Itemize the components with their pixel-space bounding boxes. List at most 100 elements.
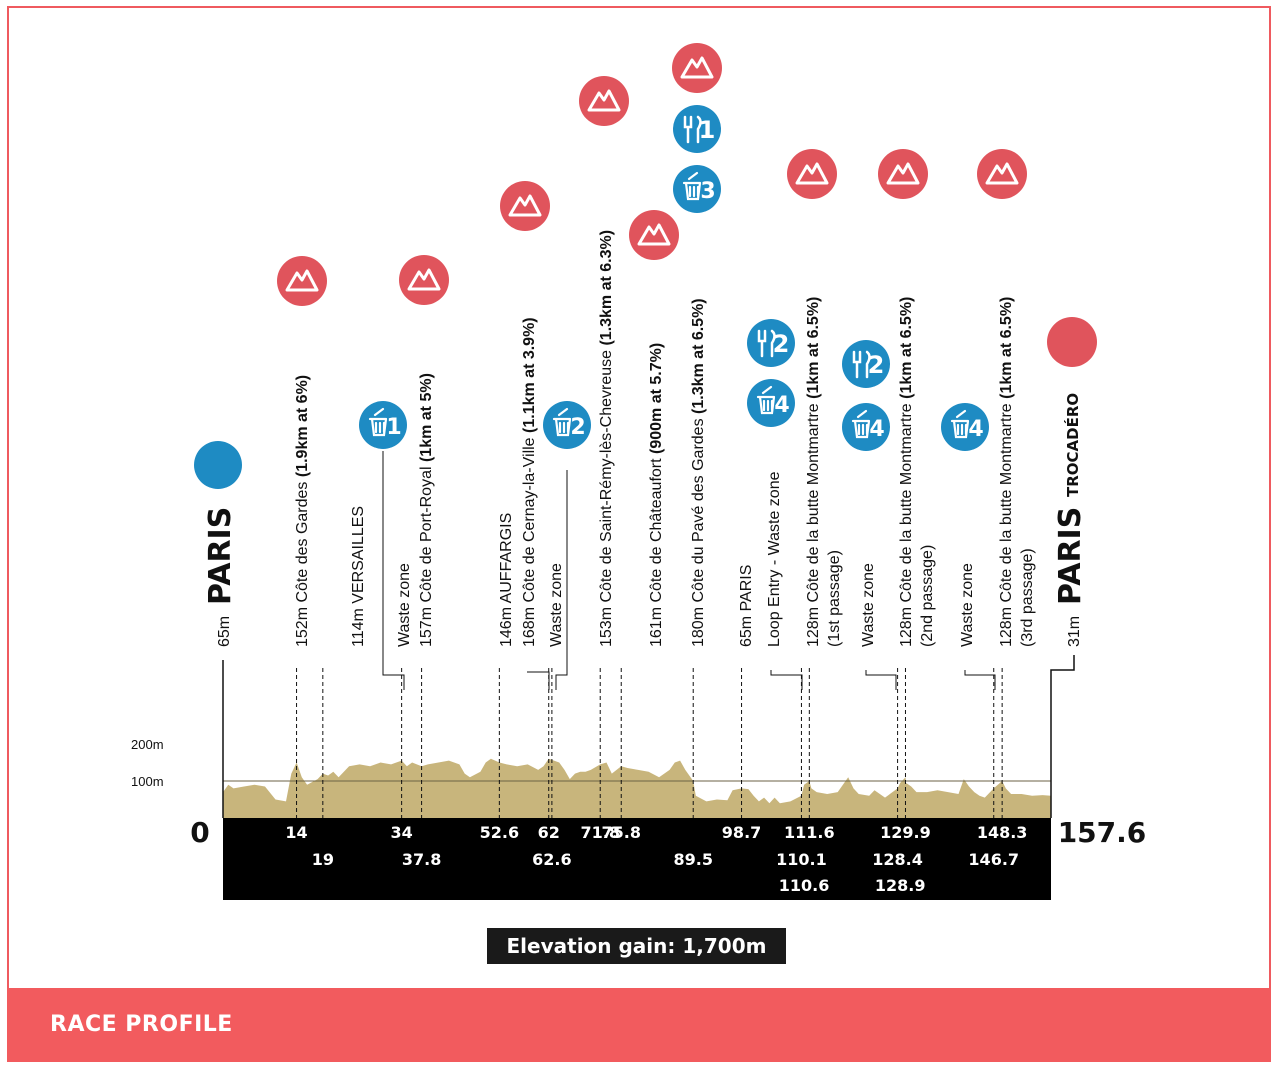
trash-icon	[851, 409, 871, 439]
waypoint-label: 146m AUFFARGIS	[498, 513, 515, 647]
y-tick-label: 100m	[131, 774, 164, 789]
waste-number: 4	[774, 393, 789, 418]
waypoint-label: Waste zone	[548, 563, 565, 647]
icon-connector	[382, 451, 405, 690]
waypoint-label: 128m Côte de la butte Montmartre (1km at…	[805, 297, 822, 647]
label-part: 65m PARIS	[738, 565, 755, 647]
waypoint-label: Waste zone	[959, 563, 976, 647]
km-label: 62.6	[532, 850, 571, 869]
km-label: 89.5	[673, 850, 712, 869]
waypoint-label: 157m Côte de Port-Royal (1km at 5%)	[418, 373, 435, 647]
km-label: 71.8	[580, 823, 619, 842]
fork-knife-icon	[683, 115, 702, 144]
label-part: (1st passage)	[826, 550, 843, 647]
label-part: (3rd passage)	[1019, 548, 1036, 647]
waste-number: 3	[700, 179, 715, 204]
finish-altitude: 31m	[1066, 616, 1083, 647]
label-connector	[527, 671, 550, 690]
trash-icon	[950, 409, 970, 439]
trash-icon	[552, 407, 572, 437]
start-km: 0	[190, 816, 209, 849]
km-label: 111.6	[784, 823, 835, 842]
waypoint-label: 128m Côte de la butte Montmartre (1km at…	[998, 297, 1015, 647]
mountain-icon	[886, 162, 920, 185]
km-bar	[223, 818, 1051, 900]
icon-connector	[865, 670, 897, 690]
y-tick-label: 200m	[131, 737, 164, 752]
fork-knife-icon	[757, 329, 776, 358]
label-part: (1km at 6.5%)	[998, 297, 1015, 399]
waypoint-label: 152m Côte des Gardes (1.9km at 6%)	[294, 375, 311, 647]
icon-connector	[555, 470, 568, 690]
km-label: 110.1	[776, 850, 827, 869]
footer-title: RACE PROFILE	[50, 1012, 233, 1037]
km-label: 34	[390, 823, 412, 842]
finish-line	[1050, 655, 1075, 818]
fork-knife-icon	[852, 350, 871, 379]
km-label: 128.9	[875, 876, 926, 895]
label-part: (1.1km at 3.9%)	[521, 317, 538, 433]
waypoint-label: 114m VERSAILLES	[350, 506, 367, 647]
mountain-icon	[508, 194, 542, 217]
food-number: 2	[773, 330, 790, 358]
label-part: 114m VERSAILLES	[350, 506, 367, 647]
label-part: Waste zone	[959, 563, 976, 647]
mountain-icon	[680, 56, 714, 79]
label-part: 31m	[1066, 616, 1083, 647]
trash-icon	[368, 407, 388, 437]
icon-connector	[770, 670, 803, 690]
waypoint-icons: 1 2 1 3 2 4 2 4 4	[194, 43, 1097, 489]
km-label: 110.6	[779, 876, 830, 895]
km-label: 62	[538, 823, 560, 842]
mountain-icon	[795, 162, 829, 185]
label-part: 161m Côte de Châteaufort	[648, 454, 665, 647]
waste-number: 4	[869, 417, 884, 442]
waypoint-label: (1st passage)	[826, 550, 843, 647]
waypoint-label: 161m Côte de Châteaufort (900m at 5.7%)	[648, 343, 665, 647]
label-part: Waste zone	[548, 563, 565, 647]
km-label: 128.4	[872, 850, 923, 869]
label-part: Waste zone	[860, 563, 877, 647]
waypoint-label: Waste zone	[396, 563, 413, 647]
label-part: (1.3km at 6.3%)	[598, 230, 615, 346]
trash-icon	[756, 385, 776, 415]
food-number: 2	[868, 351, 885, 379]
label-part: 128m Côte de la butte Montmartre	[898, 399, 915, 647]
waypoint-label: 180m Côte du Pavé des Gardes (1.3km at 6…	[690, 298, 707, 647]
waste-number: 4	[968, 417, 983, 442]
waypoint-label: Waste zone	[860, 563, 877, 647]
label-part: Loop Entry - Waste zone	[766, 471, 783, 647]
race-profile-chart: 65m PARIS 31m PARIS TROCADÉRO 152m Côte des G…	[131, 43, 1146, 900]
waypoint-label: (3rd passage)	[1019, 548, 1036, 647]
label-part: 180m Côte du Pavé des Gardes	[690, 414, 707, 647]
waypoint-labels: 65m PARIS 31m PARIS TROCADÉRO 152m Côte des G…	[203, 230, 1088, 647]
label-part: 152m Côte des Gardes	[294, 477, 311, 647]
label-part: (2nd passage)	[919, 545, 936, 647]
waste-number: 2	[570, 415, 585, 440]
finish-km: 157.6	[1058, 816, 1147, 849]
waypoint-label: 128m Côte de la butte Montmartre (1km at…	[898, 297, 915, 647]
elevation-area	[223, 758, 1051, 818]
label-part: 146m AUFFARGIS	[498, 513, 515, 647]
start-dot	[194, 441, 242, 489]
elevation-plot: 200m 100m 14 34 52.6 62 71.875.8 98.7 111.6 129.9…	[131, 451, 1146, 900]
km-label: 75.8	[601, 823, 640, 842]
waypoint-label: 65m PARIS	[738, 565, 755, 647]
waypoint-label: (2nd passage)	[919, 545, 936, 647]
label-part: (1km at 5%)	[418, 373, 435, 462]
waste-number: 1	[386, 415, 401, 440]
km-label: 52.6	[480, 823, 519, 842]
mountain-icon	[407, 268, 441, 291]
label-part: 168m Côte de Cernay-la-Ville	[521, 433, 538, 647]
food-number: 1	[699, 116, 716, 144]
km-label: 14	[285, 823, 307, 842]
label-part: (1km at 6.5%)	[898, 297, 915, 399]
label-part: 153m Côte de Saint-Rémy-lès-Chevreuse	[598, 346, 615, 647]
label-part: 157m Côte de Port-Royal	[418, 462, 435, 647]
waypoint-label: Loop Entry - Waste zone	[766, 471, 783, 647]
mountain-icon	[285, 269, 319, 292]
start-altitude: 65m	[216, 616, 233, 647]
finish-dot	[1047, 317, 1097, 367]
mountain-icon	[637, 223, 671, 246]
label-part: (900m at 5.7%)	[648, 343, 665, 454]
